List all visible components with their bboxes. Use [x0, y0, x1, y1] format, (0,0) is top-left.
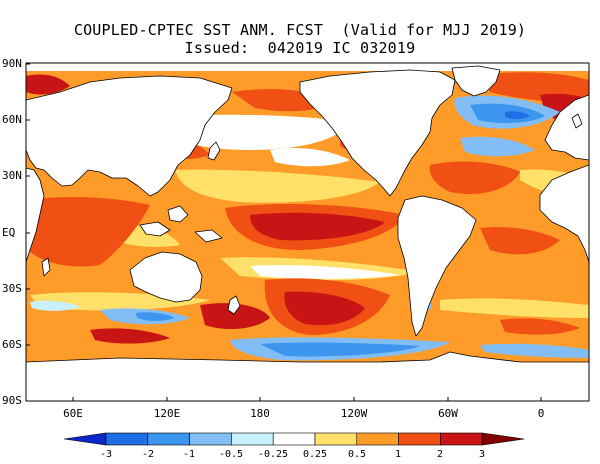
lat-label-90n: 90N — [2, 57, 22, 70]
colorbar-segment-8 — [398, 432, 441, 446]
lat-label-60n: 60N — [2, 113, 22, 126]
eurasia-landmass — [26, 75, 233, 197]
new-guinea-island — [194, 229, 223, 243]
north-america-landmass — [299, 69, 456, 197]
madagascar-island — [41, 257, 51, 277]
japan-islands — [207, 141, 221, 161]
australia-landmass — [129, 251, 203, 303]
borneo-island — [167, 205, 189, 223]
lon-label-180: 180 — [250, 407, 270, 420]
colorbar-segment-6 — [314, 432, 358, 446]
map-subtitle: Issued: 042019 IC 032019 — [184, 39, 416, 57]
colorbar-segment-4 — [231, 432, 274, 446]
colorbar-label-neg025: -0.25 — [257, 449, 289, 460]
colorbar-label-2: 2 — [436, 449, 444, 460]
continents — [26, 65, 589, 401]
lon-label-0: 0 — [537, 407, 545, 420]
lat-label-90s: 90S — [2, 394, 22, 407]
colorbar-segment-5 — [272, 432, 316, 446]
lon-label-120w: 120W — [340, 407, 368, 420]
colorbar-label-neg1: -1 — [182, 449, 196, 460]
colorbar-label-neg3: -3 — [99, 449, 113, 460]
uk-islands — [571, 113, 583, 129]
colorbar-segment-0 — [63, 432, 107, 446]
lat-label-30s: 30S — [2, 282, 22, 295]
colorbar-label-1: 1 — [394, 449, 402, 460]
new-zealand-islands — [227, 295, 241, 315]
map-frame — [25, 62, 590, 402]
indonesia-islands — [139, 221, 171, 237]
europe-landmass — [544, 94, 589, 161]
colorbar-label-3: 3 — [478, 449, 486, 460]
antarctica-landmass — [26, 351, 589, 401]
colorbar-segment-1 — [105, 432, 149, 446]
africa-landmass-east — [26, 167, 45, 263]
colorbar-segment-7 — [356, 432, 399, 446]
south-america-landmass — [397, 195, 477, 337]
colorbar-label-05: 0.5 — [347, 449, 367, 460]
lon-label-120e: 120E — [153, 407, 181, 420]
axis-ticks — [26, 63, 542, 402]
africa-landmass-west — [539, 164, 589, 263]
colorbar-segment-9 — [440, 432, 483, 446]
colorbar-label-neg2: -2 — [141, 449, 155, 460]
lat-label-eq: EQ — [2, 226, 16, 239]
colorbar-segment-10 — [481, 432, 525, 446]
map-title: COUPLED-CPTEC SST ANM. FCST (Valid for M… — [73, 21, 527, 39]
lon-label-60w: 60W — [438, 407, 458, 420]
lat-label-30n: 30N — [2, 169, 22, 182]
lat-label-60s: 60S — [2, 338, 22, 351]
colorbar-label-neg05: -0.5 — [218, 449, 244, 460]
greenland-landmass — [451, 65, 501, 97]
lon-label-60e: 60E — [63, 407, 83, 420]
colorbar-segment-3 — [189, 432, 232, 446]
colorbar-label-025: 0.25 — [302, 449, 328, 460]
colorbar-segment-2 — [147, 432, 190, 446]
colorbar — [63, 432, 525, 446]
